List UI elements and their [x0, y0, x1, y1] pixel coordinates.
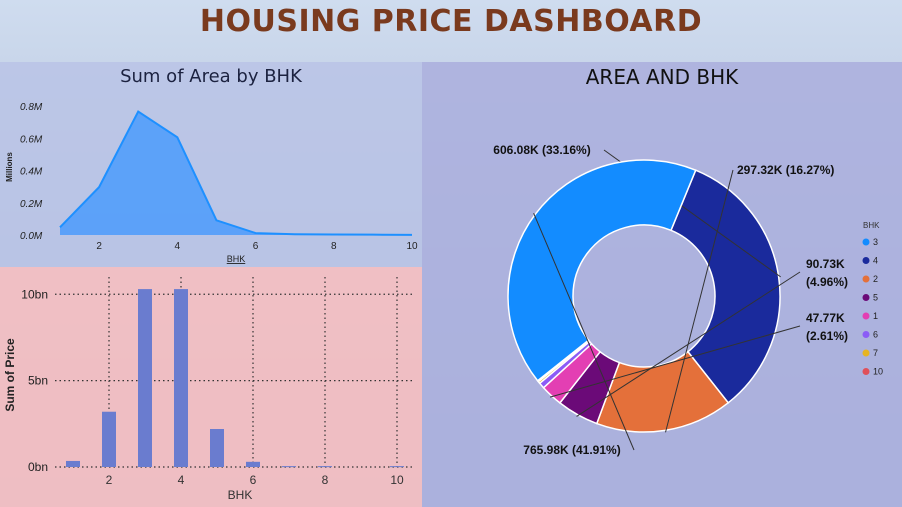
dashboard-title: HOUSING PRICE DASHBOARD — [199, 4, 703, 39]
donut-data-label: 606.08K (33.16%) — [493, 143, 590, 157]
price-bar — [138, 289, 152, 467]
price-xtick-label: 8 — [322, 473, 329, 487]
donut-leader-line — [549, 325, 801, 398]
donut-leader-line — [576, 271, 801, 417]
price-bar — [66, 460, 80, 467]
price-bar — [246, 461, 260, 467]
price-xtick-label: 6 — [250, 473, 257, 487]
area-xtick-label: 4 — [175, 241, 181, 252]
legend-marker-5 — [862, 294, 870, 301]
legend-marker-4 — [862, 257, 870, 264]
donut-slice-4 — [670, 169, 781, 404]
price-ytick-label: 10bn — [21, 287, 48, 301]
area-ytick-label: 0.0M — [20, 231, 43, 242]
donut-data-label: 765.98K (41.91%) — [523, 443, 620, 457]
donut-slice-3 — [507, 159, 697, 382]
price-chart-ylabel: Sum of Price — [3, 338, 17, 412]
area-series-line — [59, 110, 413, 236]
area-ytick-label: 0.6M — [20, 134, 43, 145]
legend-label-5: 5 — [873, 293, 878, 303]
price-xtick-label: 10 — [390, 473, 404, 487]
donut-chart-title: AREA AND BHK — [586, 65, 739, 89]
price-chart-xlabel: BHK — [228, 488, 253, 502]
donut-data-label: 297.32K (16.27%) — [737, 163, 834, 177]
price-chart: Sum of Price BHK 0bn 5bn 10bn 2 4 6 8 10 — [3, 277, 415, 502]
area-xtick-label: 10 — [406, 241, 418, 252]
area-ytick-label: 0.8M — [20, 102, 43, 113]
price-bar — [318, 466, 332, 468]
legend-marker-2 — [862, 275, 870, 283]
price-bar — [282, 466, 296, 468]
area-xtick-label: 6 — [253, 241, 259, 252]
price-ytick-label: 5bn — [28, 374, 48, 388]
donut-data-label: 90.73K — [806, 257, 845, 271]
price-bar — [102, 411, 116, 467]
donut-chart: AREA AND BHK BHK 606.08K (33.16%) 297.32K… — [493, 65, 883, 457]
price-bar — [210, 429, 224, 467]
area-chart-title: Sum of Area by BHK — [120, 66, 303, 87]
legend-title: BHK — [863, 221, 880, 230]
legend-label-4: 4 — [873, 256, 878, 266]
legend-marker-7 — [862, 349, 870, 357]
donut-data-label: (4.96%) — [806, 275, 848, 289]
legend-marker-3 — [862, 238, 870, 246]
area-ytick-label: 0.2M — [20, 199, 43, 210]
legend-marker-10 — [862, 368, 870, 375]
price-bar — [174, 289, 188, 467]
donut-chart-panel: AREA AND BHK BHK 606.08K (33.16%) 297.32K… — [422, 62, 902, 507]
legend-label-3: 3 — [873, 237, 878, 247]
price-bar — [390, 466, 404, 468]
donut-leader-line — [665, 169, 734, 433]
area-xtick-label: 8 — [331, 241, 337, 252]
donut-data-label: 47.77K — [806, 311, 845, 325]
price-xtick-label: 4 — [178, 473, 185, 487]
price-chart-panel: Sum of Price BHK 0bn 5bn 10bn 2 4 6 8 10 — [0, 267, 422, 507]
price-ytick-label: 0bn — [28, 460, 48, 474]
legend-label-2: 2 — [873, 274, 878, 284]
area-chart-ylabel: Millions — [5, 152, 14, 182]
area-series-fill — [60, 111, 412, 235]
legend-label-10: 10 — [873, 367, 883, 377]
price-xtick-label: 2 — [106, 473, 113, 487]
legend-label-7: 7 — [873, 348, 878, 358]
area-xtick-label: 2 — [96, 241, 102, 252]
area-ytick-label: 0.4M — [20, 167, 43, 178]
legend-label-1: 1 — [873, 311, 878, 321]
donut-leader-line — [533, 212, 635, 451]
area-chart: Sum of Area by BHK Millions BHK 0.0M 0.2M… — [5, 66, 418, 264]
donut-data-label: (2.61%) — [806, 329, 848, 343]
legend-label-6: 6 — [873, 330, 878, 340]
area-chart-xlabel: BHK — [227, 254, 246, 264]
legend-marker-6 — [862, 331, 870, 338]
legend-marker-1 — [862, 312, 870, 320]
area-chart-panel: Sum of Area by BHK Millions BHK 0.0M 0.2M… — [0, 62, 422, 267]
